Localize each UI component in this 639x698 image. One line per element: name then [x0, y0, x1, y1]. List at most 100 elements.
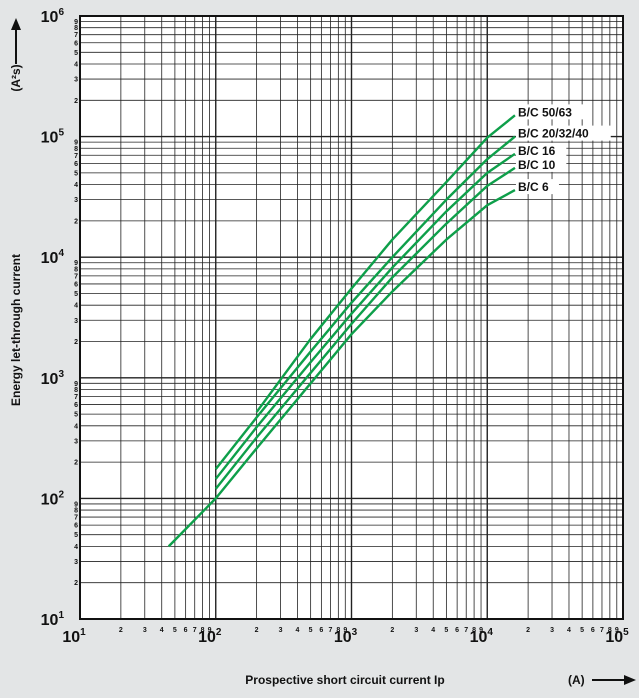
x-minor-tick-label: 8 — [336, 627, 340, 634]
series-line-3 — [214, 152, 516, 480]
y-minor-tick-label: 2 — [74, 580, 78, 587]
y-tick-exponent: 6 — [58, 7, 64, 18]
x-minor-tick-label: 5 — [580, 627, 584, 634]
x-minor-tick-label: 5 — [309, 627, 313, 634]
x-axis-unit: (A) — [568, 673, 585, 687]
legend-label-bg — [515, 156, 567, 172]
x-minor-tick-label: 8 — [201, 627, 205, 634]
x-minor-tick-label: 2 — [526, 627, 530, 634]
legend-label: B/C 20/32/40 — [518, 127, 589, 141]
y-minor-tick-label: 3 — [74, 77, 78, 84]
y-minor-tick-label: 5 — [74, 50, 78, 57]
x-minor-tick-label: 7 — [600, 627, 604, 634]
series-line-5 — [167, 189, 516, 548]
y-minor-tick-label: 3 — [74, 197, 78, 204]
x-minor-tick-label: 9 — [208, 627, 212, 634]
y-minor-tick-label: 8 — [74, 146, 78, 153]
y-minor-tick-label: 7 — [74, 153, 78, 160]
y-tick-exponent: 3 — [58, 369, 64, 380]
y-minor-tick-label: 6 — [74, 161, 78, 168]
y-minor-tick-label: 7 — [74, 394, 78, 401]
legend-label: B/C 16 — [518, 144, 556, 158]
y-minor-tick-label: 8 — [74, 25, 78, 32]
legend-label: B/C 10 — [518, 158, 556, 172]
x-minor-tick-label: 5 — [444, 627, 448, 634]
y-minor-tick-label: 5 — [74, 532, 78, 539]
x-minor-tick-label: 4 — [567, 627, 571, 634]
x-minor-tick-label: 3 — [550, 627, 554, 634]
legend-label: B/C 6 — [518, 180, 549, 194]
x-tick-exponent: 1 — [80, 627, 86, 638]
x-minor-tick-label: 9 — [479, 627, 483, 634]
x-axis-arrow — [592, 675, 636, 685]
x-minor-tick-label: 3 — [414, 627, 418, 634]
y-minor-tick-label: 2 — [74, 98, 78, 105]
x-minor-tick-label: 7 — [464, 627, 468, 634]
x-tick-exponent: 5 — [623, 627, 629, 638]
y-minor-tick-label: 9 — [74, 381, 78, 388]
x-minor-tick-label: 7 — [329, 627, 333, 634]
grid-lines — [80, 16, 623, 619]
x-tick-label: 105 — [605, 627, 629, 646]
y-minor-tick-label: 3 — [74, 559, 78, 566]
x-minor-tick-label: 2 — [390, 627, 394, 634]
legend-label-bg — [515, 142, 567, 158]
x-minor-tick-label: 9 — [615, 627, 619, 634]
y-tick-label: 103 — [41, 369, 65, 388]
y-axis-unit: (A²s) — [9, 64, 23, 91]
x-axis-title: Prospective short circuit current Ip — [245, 673, 444, 687]
x-minor-tick-label: 6 — [591, 627, 595, 634]
y-minor-tick-label: 8 — [74, 266, 78, 273]
y-minor-tick-label: 8 — [74, 508, 78, 515]
x-minor-tick-label: 7 — [193, 627, 197, 634]
y-minor-tick-label: 7 — [74, 32, 78, 39]
y-tick-label: 105 — [41, 128, 65, 147]
y-minor-tick-label: 8 — [74, 387, 78, 394]
series-line-4 — [214, 166, 516, 490]
x-minor-tick-label: 2 — [119, 627, 123, 634]
y-minor-tick-label: 9 — [74, 140, 78, 147]
y-minor-tick-label: 6 — [74, 281, 78, 288]
y-minor-tick-label: 5 — [74, 291, 78, 298]
y-minor-tick-label: 4 — [74, 182, 78, 189]
y-minor-tick-label: 6 — [74, 402, 78, 409]
y-tick-exponent: 1 — [58, 610, 64, 621]
x-minor-tick-label: 6 — [455, 627, 459, 634]
y-axis-arrow — [11, 18, 21, 64]
legend-label-bg — [515, 104, 589, 120]
y-tick-exponent: 4 — [58, 248, 64, 259]
x-tick-exponent: 3 — [352, 627, 358, 638]
y-axis-title: Energy let-through current — [9, 254, 23, 406]
y-minor-tick-label: 9 — [74, 19, 78, 26]
x-minor-tick-label: 8 — [472, 627, 476, 634]
y-minor-tick-label: 7 — [74, 273, 78, 280]
x-minor-tick-label: 2 — [255, 627, 259, 634]
x-minor-tick-label: 9 — [343, 627, 347, 634]
y-tick-label: 106 — [41, 7, 65, 26]
series-lines — [167, 114, 516, 548]
x-tick-exponent: 2 — [216, 627, 222, 638]
y-minor-tick-label: 2 — [74, 460, 78, 467]
y-minor-tick-label: 9 — [74, 501, 78, 508]
y-tick-label: 104 — [41, 248, 65, 267]
y-minor-tick-label: 4 — [74, 423, 78, 430]
y-minor-tick-label: 4 — [74, 303, 78, 310]
y-minor-tick-label: 2 — [74, 339, 78, 346]
y-minor-tick-label: 3 — [74, 438, 78, 445]
y-minor-tick-label: 3 — [74, 318, 78, 325]
x-minor-tick-label: 4 — [296, 627, 300, 634]
series-line-1 — [255, 114, 516, 413]
y-tick-label: 102 — [41, 489, 65, 508]
legend: B/C 50/63 B/C 20/32/40 B/C 16B/C 10 B/C 6 — [515, 104, 611, 195]
x-tick-label: 102 — [198, 627, 222, 646]
x-tick-exponent: 4 — [487, 627, 493, 638]
x-minor-tick-label: 3 — [143, 627, 147, 634]
y-minor-tick-label: 7 — [74, 515, 78, 522]
x-minor-tick-label: 3 — [279, 627, 283, 634]
series-line-2 — [214, 135, 516, 470]
legend-label-bg — [515, 125, 611, 141]
x-minor-tick-label: 4 — [160, 627, 164, 634]
y-minor-tick-label: 6 — [74, 40, 78, 47]
